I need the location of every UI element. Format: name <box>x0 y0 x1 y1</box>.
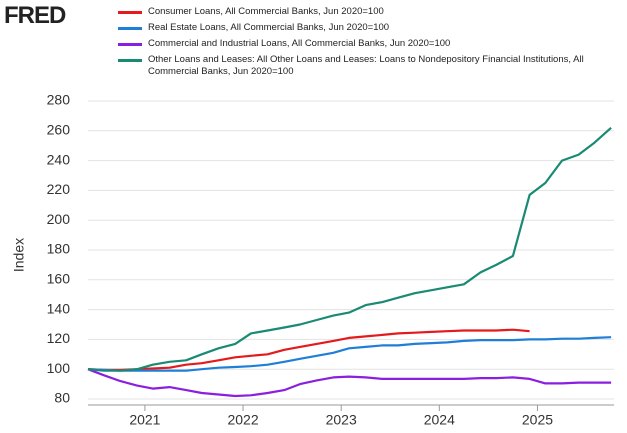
x-tick-label: 2025 <box>522 412 553 428</box>
series-line <box>87 328 530 371</box>
y-axis-label: Index <box>11 238 27 272</box>
legend: Consumer Loans, All Commercial Banks, Ju… <box>118 6 623 82</box>
x-tick-label: 2024 <box>424 412 455 428</box>
legend-label: Consumer Loans, All Commercial Banks, Ju… <box>148 6 384 17</box>
legend-label: Other Loans and Leases: All Other Loans … <box>148 54 584 77</box>
y-tick-label: 220 <box>47 181 71 197</box>
y-tick-label: 240 <box>47 151 71 167</box>
x-tick-label: 2022 <box>227 412 258 428</box>
y-tick-label: 120 <box>47 330 71 346</box>
x-tick-label: 2023 <box>326 412 357 428</box>
y-tick-label: 80 <box>54 390 70 406</box>
legend-swatch <box>118 27 142 30</box>
y-tick-label: 100 <box>47 360 71 376</box>
y-tick-label: 200 <box>47 211 71 227</box>
y-tick-label: 140 <box>47 300 71 316</box>
legend-entry: Consumer Loans, All Commercial Banks, Ju… <box>118 6 623 18</box>
x-tick-label: 2021 <box>129 412 160 428</box>
y-tick-label: 280 <box>47 92 71 108</box>
series-line <box>87 336 612 372</box>
legend-label: Commercial and Industrial Loans, All Com… <box>148 38 451 49</box>
legend-entry: Commercial and Industrial Loans, All Com… <box>118 38 623 50</box>
series-line <box>87 126 612 372</box>
legend-entry: Other Loans and Leases: All Other Loans … <box>118 54 623 78</box>
legend-entry: Real Estate Loans, All Commercial Banks,… <box>118 22 623 34</box>
y-tick-label: 180 <box>47 241 71 257</box>
y-tick-label: 260 <box>47 122 71 138</box>
y-tick-label: 160 <box>47 271 71 287</box>
legend-label: Real Estate Loans, All Commercial Banks,… <box>148 22 390 33</box>
logo: FRED <box>4 2 66 29</box>
legend-swatch <box>118 11 142 14</box>
series-line <box>87 368 612 398</box>
legend-swatch <box>118 59 142 62</box>
legend-swatch <box>118 43 142 46</box>
